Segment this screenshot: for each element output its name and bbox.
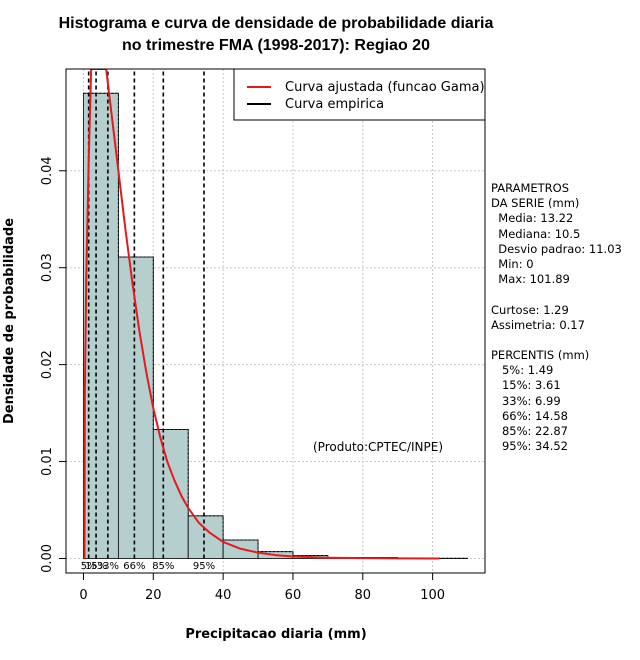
x-tick-label-1: 20 — [145, 588, 162, 603]
stats-line-16: 85%: 22.87 — [491, 424, 568, 438]
x-tick-label-0: 0 — [79, 588, 87, 603]
y-tick-label-1: 0.01 — [40, 447, 55, 476]
stats-line-3: Mediana: 10.5 — [491, 226, 581, 241]
y-tick-label-2: 0.02 — [40, 350, 55, 379]
legend-box — [233, 68, 486, 121]
percentile-label-0: 5% — [81, 561, 97, 572]
stats-line-10 — [491, 333, 622, 348]
x-axis-title: Precipitacao diaria (mm) — [185, 627, 366, 642]
stats-line-4: Desvio padrao: 11.03 — [491, 241, 622, 256]
stats-line-1: DA SERIE (mm) — [491, 196, 580, 211]
y-axis: 0.00 0.01 0.02 0.03 0.04 — [40, 156, 66, 573]
stats-line-12: 5%: 1.49 — [491, 363, 554, 378]
x-tick-label-3: 60 — [285, 588, 302, 603]
x-tick-label-2: 40 — [215, 588, 232, 603]
stats-panel: PARAMETROS DA SERIE (mm) Media: 13.22 Med… — [491, 181, 622, 454]
y-tick-label-3: 0.03 — [40, 253, 55, 282]
stats-line-8: Curtose: 1.29 — [491, 302, 569, 317]
legend: Curva ajustada (funcao Gama) Curva empir… — [233, 68, 486, 121]
stats-line-0: PARAMETROS — [491, 181, 570, 195]
percentile-label-5: 95% — [193, 561, 215, 572]
histogram-bar-2 — [152, 429, 189, 559]
stats-line-13: 15%: 3.61 — [491, 378, 561, 393]
histogram-bars — [83, 92, 468, 559]
stats-line-6: Max: 101.89 — [491, 272, 570, 287]
credit-annotation: (Produto:CPTEC/INPE) — [313, 440, 443, 454]
stats-line-5: Min: 0 — [491, 256, 534, 271]
stats-line-11: PERCENTIS (mm) — [491, 348, 590, 363]
y-tick-label-0: 0.00 — [40, 544, 55, 573]
x-axis: 0 20 40 60 80 100 — [79, 573, 445, 603]
stats-line-17: 95%: 34.52 — [491, 439, 568, 454]
x-tick-label-5: 100 — [420, 588, 445, 603]
histogram-bar-1 — [117, 256, 154, 559]
fitted-gamma-curve — [83, 69, 440, 560]
percentile-labels: 5%15%33% 66% 85% 95% — [81, 561, 215, 572]
legend-label-fitted: Curva ajustada (funcao Gama) — [285, 80, 485, 95]
percentile-label-2: 33% — [97, 561, 119, 572]
percentile-label-4: 85% — [152, 561, 174, 572]
stats-line-9: Assimetria: 0.17 — [491, 317, 585, 332]
stats-line-15: 66%: 14.58 — [491, 408, 568, 423]
chart-title-line-1: Histograma e curva de densidade de proba… — [59, 15, 494, 32]
y-axis-title: Densidade de probabilidade — [2, 218, 17, 424]
stats-line-14: 33%: 6.99 — [491, 393, 561, 408]
percentile-label-1: 15% — [85, 561, 107, 572]
curves — [83, 69, 468, 560]
legend-label-empirical: Curva empirica — [285, 97, 384, 112]
percentile-label-3: 66% — [123, 561, 145, 572]
y-tick-label-4: 0.04 — [40, 156, 55, 185]
stats-line-7 — [491, 287, 622, 302]
stats-line-2: Media: 13.22 — [491, 211, 574, 226]
x-tick-label-4: 80 — [355, 588, 372, 603]
chart-title-line-2: no trimestre FMA (1998-2017): Regiao 20 — [122, 37, 430, 54]
